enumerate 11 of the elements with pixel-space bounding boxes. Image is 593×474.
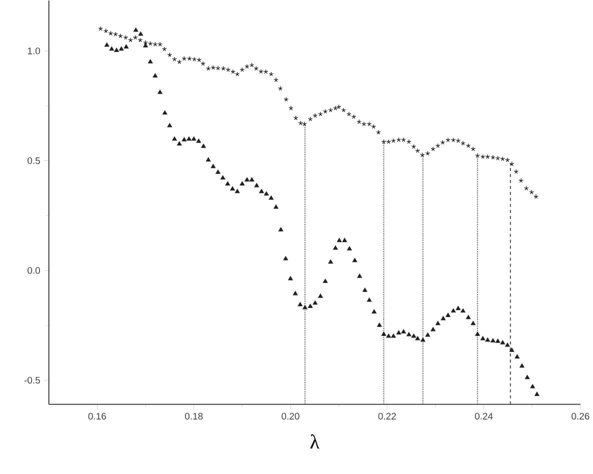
y-tick-label: 1.0: [28, 48, 40, 54]
x-axis-title: λ: [310, 434, 320, 448]
x-tick-label: 0.18: [185, 412, 203, 420]
x-tick-label: 0.16: [88, 412, 106, 420]
y-tick-label: -0.5: [24, 376, 40, 384]
x-tick-label: 0.22: [378, 412, 396, 420]
y-tick-label: 0.5: [28, 157, 40, 164]
y-tick-label: 0.0: [28, 267, 40, 274]
x-tick-label: 0.20: [282, 412, 300, 420]
x-tick-label: 0.24: [474, 412, 493, 420]
x-tick-label: 0.26: [572, 412, 590, 420]
